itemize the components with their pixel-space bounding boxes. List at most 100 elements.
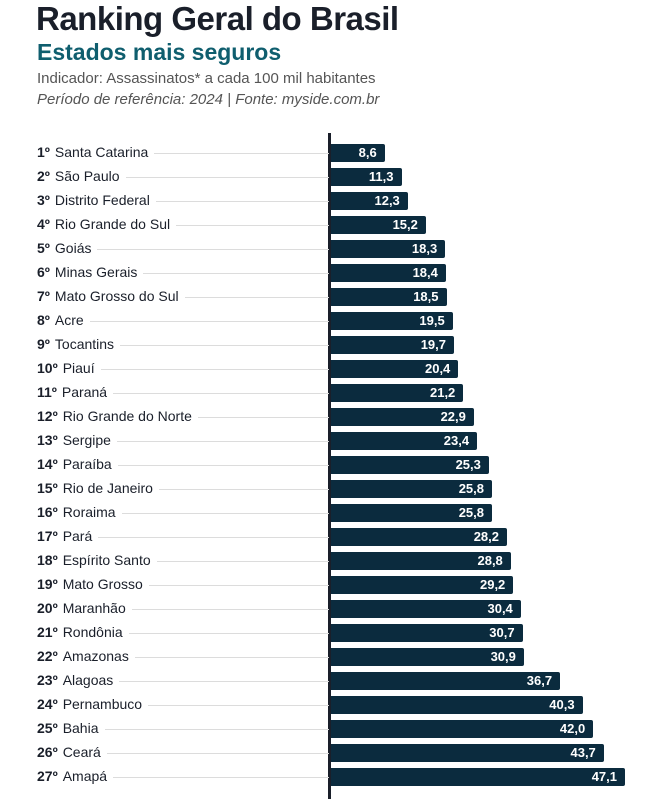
- category-label: 1º Santa Catarina: [37, 144, 155, 160]
- guide-line: [37, 345, 329, 346]
- state-name: Paraíba: [62, 456, 112, 472]
- rank-label: 8º: [37, 312, 50, 328]
- y-axis-line: [328, 133, 331, 799]
- category-label: 3º Distrito Federal: [37, 192, 156, 208]
- rank-label: 14º: [37, 456, 58, 472]
- guide-line: [37, 201, 329, 202]
- bar-row: 2º São Paulo 11,3: [0, 165, 669, 189]
- bar-row: 26º Ceará 43,7: [0, 741, 669, 765]
- bar-row: 23º Alagoas 36,7: [0, 669, 669, 693]
- bar-row: 17º Pará 28,2: [0, 525, 669, 549]
- value-label: 22,9: [440, 409, 466, 424]
- value-label: 28,8: [477, 553, 503, 568]
- rank-label: 9º: [37, 336, 50, 352]
- rank-label: 17º: [37, 528, 58, 544]
- indicator-text: Indicador: Assassinatos* a cada 100 mil …: [37, 70, 376, 87]
- state-name: Alagoas: [62, 672, 114, 688]
- value-label: 23,4: [443, 433, 470, 448]
- rank-label: 18º: [37, 552, 58, 568]
- bar: 30,7: [331, 624, 523, 642]
- bar: 22,9: [331, 408, 474, 426]
- value-label: 40,3: [549, 697, 575, 712]
- bar-row: 10º Piauí 20,4: [0, 357, 669, 381]
- rank-label: 4º: [37, 216, 50, 232]
- guide-line: [37, 633, 329, 634]
- bar-row: 9º Tocantins 19,7: [0, 333, 669, 357]
- bar-row: 24º Pernambuco 40,3: [0, 693, 669, 717]
- bar: 28,8: [331, 552, 511, 570]
- guide-line: [37, 321, 329, 322]
- period-source-text: Período de referência: 2024 | Fonte: mys…: [37, 91, 380, 108]
- bar-row: 4º Rio Grande do Sul 15,2: [0, 213, 669, 237]
- state-name: Espírito Santo: [62, 552, 151, 568]
- value-label: 29,2: [479, 577, 506, 592]
- state-name: Rio Grande do Sul: [54, 216, 171, 232]
- bar: 18,3: [331, 240, 446, 258]
- value-label: 28,2: [473, 529, 499, 544]
- rank-label: 13º: [37, 432, 58, 448]
- bar: 15,2: [331, 216, 426, 234]
- state-name: Amapá: [62, 768, 108, 784]
- value-label: 21,2: [429, 385, 456, 400]
- bar: 25,8: [331, 480, 492, 498]
- guide-line: [37, 681, 329, 682]
- bar: 36,7: [331, 672, 561, 690]
- value-label: 30,7: [489, 625, 515, 640]
- bar: 18,4: [331, 264, 446, 282]
- state-name: Amazonas: [62, 648, 129, 664]
- bar-row: 6º Minas Gerais 18,4: [0, 261, 669, 285]
- category-label: 25º Bahia: [37, 720, 105, 736]
- guide-line: [37, 177, 329, 178]
- category-label: 24º Pernambuco: [37, 696, 149, 712]
- state-name: Pernambuco: [62, 696, 143, 712]
- bar: 18,5: [331, 288, 447, 306]
- state-name: Acre: [54, 312, 84, 328]
- category-label: 2º São Paulo: [37, 168, 126, 184]
- value-label: 30,4: [487, 601, 513, 616]
- value-label: 8,6: [358, 145, 377, 160]
- rank-label: 12º: [37, 408, 58, 424]
- value-label: 19,5: [419, 313, 445, 328]
- guide-line: [37, 753, 329, 754]
- bar-row: 27º Amapá 47,1: [0, 765, 669, 789]
- state-name: São Paulo: [54, 168, 120, 184]
- bar-row: 21º Rondônia 30,7: [0, 621, 669, 645]
- bar: 30,4: [331, 600, 521, 618]
- bar-row: 7º Mato Grosso do Sul 18,5: [0, 285, 669, 309]
- bar-row: 25º Bahia 42,0: [0, 717, 669, 741]
- rank-label: 15º: [37, 480, 58, 496]
- bar-row: 15º Rio de Janeiro 25,8: [0, 477, 669, 501]
- guide-line: [37, 513, 329, 514]
- value-label: 47,1: [591, 769, 617, 784]
- rank-label: 20º: [37, 600, 58, 616]
- rank-label: 16º: [37, 504, 58, 520]
- state-name: Paraná: [61, 384, 108, 400]
- bar-row: 12º Rio Grande do Norte 22,9: [0, 405, 669, 429]
- category-label: 27º Amapá: [37, 768, 114, 784]
- category-label: 26º Ceará: [37, 744, 107, 760]
- state-name: Santa Catarina: [54, 144, 149, 160]
- state-name: Maranhão: [62, 600, 126, 616]
- bar: 12,3: [331, 192, 408, 210]
- guide-line: [37, 729, 329, 730]
- state-name: Rio Grande do Norte: [62, 408, 192, 424]
- rank-label: 7º: [37, 288, 50, 304]
- value-label: 15,2: [392, 217, 418, 232]
- guide-line: [37, 441, 329, 442]
- guide-line: [37, 393, 329, 394]
- value-label: 25,3: [455, 457, 481, 472]
- bar: 40,3: [331, 696, 583, 714]
- rank-label: 27º: [37, 768, 58, 784]
- state-name: Sergipe: [62, 432, 111, 448]
- bar-row: 13º Sergipe 23,4: [0, 429, 669, 453]
- rank-label: 21º: [37, 624, 58, 640]
- value-label: 36,7: [526, 673, 553, 688]
- guide-line: [37, 657, 329, 658]
- bar-row: 1º Santa Catarina 8,6: [0, 141, 669, 165]
- bar: 19,5: [331, 312, 453, 330]
- state-name: Bahia: [62, 720, 99, 736]
- bar-row: 11º Paraná 21,2: [0, 381, 669, 405]
- value-label: 19,7: [420, 337, 446, 352]
- guide-line: [37, 369, 329, 370]
- guide-line: [37, 249, 329, 250]
